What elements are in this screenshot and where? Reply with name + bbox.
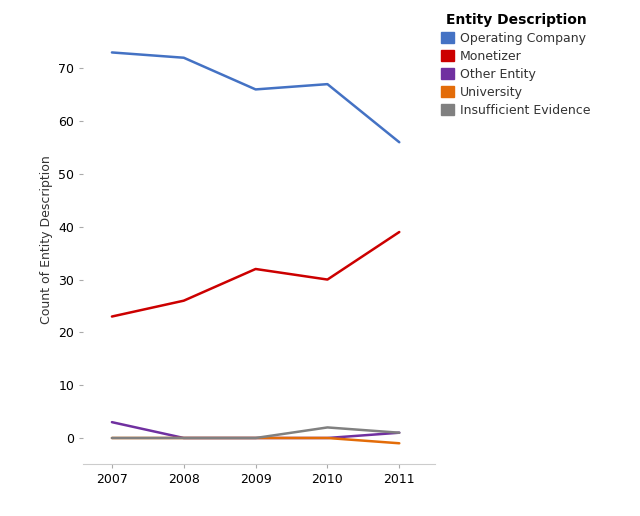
Other Entity [396, 430, 403, 436]
Monetizer [108, 313, 116, 319]
Line: Monetizer: Monetizer [112, 232, 399, 316]
Insufficient Evidence [252, 435, 259, 441]
Monetizer [252, 266, 259, 272]
Operating Company [396, 139, 403, 146]
Operating Company [180, 55, 188, 61]
Operating Company [324, 81, 332, 87]
Operating Company [108, 50, 116, 56]
University [108, 435, 116, 441]
Line: Operating Company: Operating Company [112, 53, 399, 142]
University [396, 440, 403, 446]
University [180, 435, 188, 441]
Insufficient Evidence [180, 435, 188, 441]
Insufficient Evidence [108, 435, 116, 441]
Monetizer [324, 277, 332, 283]
Other Entity [108, 419, 116, 425]
University [252, 435, 259, 441]
Line: Other Entity: Other Entity [112, 422, 399, 438]
Other Entity [180, 435, 188, 441]
Line: Insufficient Evidence: Insufficient Evidence [112, 427, 399, 438]
Legend: Operating Company, Monetizer, Other Entity, University, Insufficient Evidence: Operating Company, Monetizer, Other Enti… [442, 13, 591, 117]
Monetizer [396, 229, 403, 235]
University [324, 435, 332, 441]
Other Entity [324, 435, 332, 441]
Operating Company [252, 86, 259, 92]
Line: University: University [112, 438, 399, 443]
Monetizer [180, 298, 188, 304]
Other Entity [252, 435, 259, 441]
Y-axis label: Count of Entity Description: Count of Entity Description [40, 155, 52, 325]
Insufficient Evidence [396, 430, 403, 436]
Insufficient Evidence [324, 424, 332, 430]
